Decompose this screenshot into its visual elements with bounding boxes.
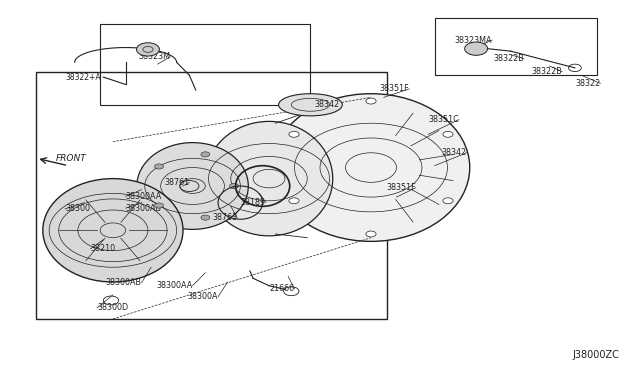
Text: 38323M: 38323M (138, 52, 170, 61)
Text: 38322B: 38322B (493, 54, 524, 63)
Text: 38323MA: 38323MA (454, 36, 492, 45)
Text: 38210: 38210 (91, 244, 116, 253)
Text: 38300AA: 38300AA (156, 281, 193, 290)
Ellipse shape (278, 94, 342, 116)
Circle shape (366, 231, 376, 237)
Bar (36, 71, 387, 319)
Text: 38342: 38342 (314, 100, 339, 109)
Bar (435, 18, 597, 75)
Text: 38342: 38342 (442, 148, 467, 157)
Text: 38300AB: 38300AB (106, 278, 141, 287)
Circle shape (289, 131, 299, 137)
Circle shape (201, 215, 210, 220)
Text: 38322B: 38322B (531, 67, 562, 76)
Text: 38351F: 38351F (386, 183, 415, 192)
Circle shape (289, 198, 299, 204)
Circle shape (465, 42, 488, 55)
Circle shape (155, 164, 163, 169)
Text: 38300A: 38300A (188, 292, 218, 301)
Circle shape (443, 198, 453, 204)
Ellipse shape (43, 179, 183, 282)
Circle shape (136, 43, 159, 56)
Text: 38189: 38189 (241, 198, 266, 207)
Text: 38761: 38761 (164, 178, 189, 187)
Text: 38351F: 38351F (380, 84, 409, 93)
Text: 38300AB: 38300AB (125, 203, 162, 213)
Text: 38300D: 38300D (97, 303, 128, 312)
Circle shape (366, 98, 376, 104)
Text: J38000ZC: J38000ZC (573, 350, 620, 359)
Text: 38300AA: 38300AA (125, 192, 162, 201)
Text: FRONT: FRONT (56, 154, 86, 163)
Text: 21666: 21666 (269, 284, 294, 293)
Bar (100, 23, 310, 105)
Ellipse shape (272, 94, 470, 241)
Text: 38322: 38322 (575, 79, 600, 88)
Text: 38322+A: 38322+A (66, 73, 101, 81)
Text: 38300: 38300 (65, 204, 90, 214)
Circle shape (443, 131, 453, 137)
Circle shape (230, 183, 239, 189)
Ellipse shape (205, 121, 333, 236)
Ellipse shape (137, 142, 248, 230)
Circle shape (155, 203, 163, 208)
Text: 38351C: 38351C (428, 115, 459, 124)
Text: 38763: 38763 (212, 213, 237, 222)
Circle shape (201, 152, 210, 157)
